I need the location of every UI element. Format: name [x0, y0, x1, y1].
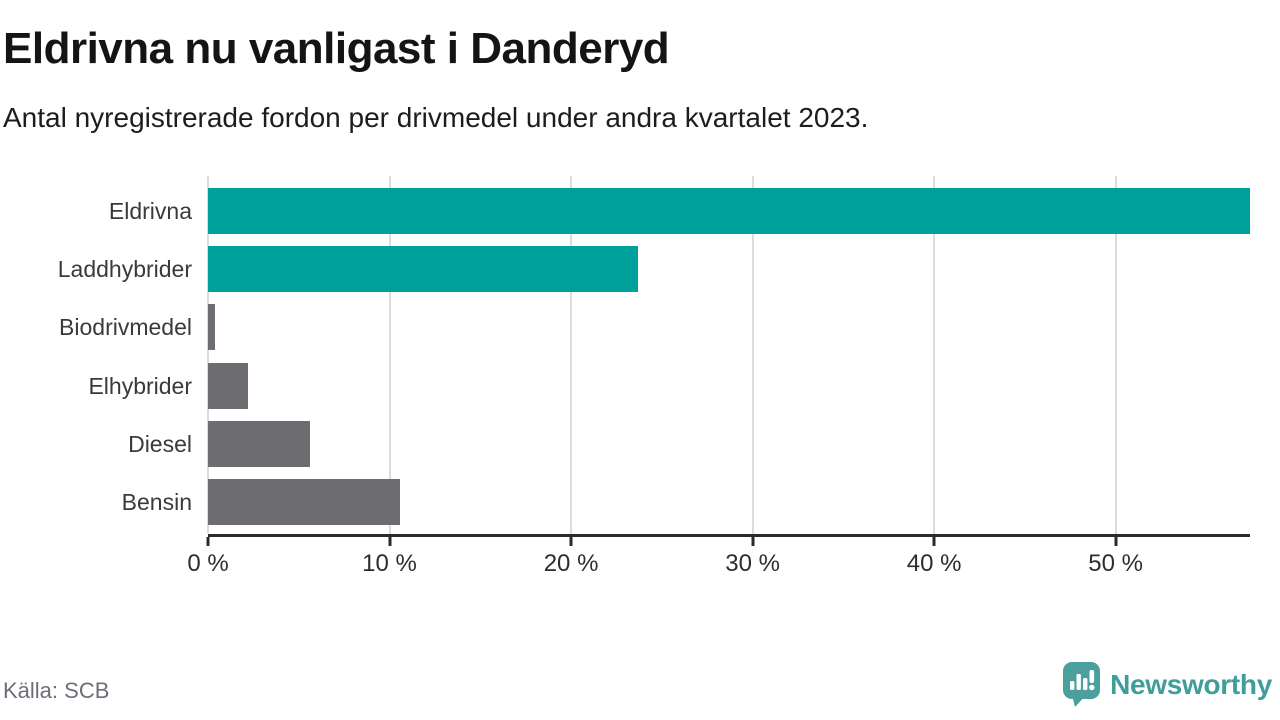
gridline — [207, 176, 209, 534]
x-tick-label: 10 % — [362, 550, 417, 577]
bar-biodrivmedel — [208, 304, 216, 351]
gridline — [751, 176, 754, 534]
source-note: Källa: SCB — [3, 678, 110, 703]
category-label: Elhybrider — [88, 372, 192, 399]
category-label: Diesel — [128, 430, 192, 457]
category-label: Laddhybrider — [57, 256, 192, 283]
category-label: Bensin — [121, 489, 192, 515]
bar-bensin — [208, 479, 401, 525]
x-tick-label: 0 % — [187, 550, 229, 577]
chart-subtitle: Antal nyregistrerade fordon per drivmede… — [3, 102, 869, 133]
newsworthy-bubble-chart-icon — [1063, 662, 1101, 707]
gridline — [388, 176, 391, 534]
chart-title: Eldrivna nu vanligast i Danderyd — [3, 24, 670, 73]
newsworthy-wordmark: Newsworthy — [1110, 668, 1272, 700]
plot-area: 0 % 10 % 20 % 30 % 40 % 50 % — [187, 176, 1250, 577]
x-axis-tick — [751, 537, 755, 546]
gridline — [570, 176, 573, 534]
x-axis-tick — [206, 537, 210, 546]
bar-eldrivna — [208, 188, 1250, 234]
category-label: Biodrivmedel — [59, 314, 192, 341]
x-tick-label: 40 % — [906, 550, 962, 577]
x-axis-tick — [569, 537, 573, 546]
x-tick-label: 50 % — [1088, 550, 1144, 577]
bar-laddhybrider — [208, 246, 639, 293]
category-label: Eldrivna — [108, 198, 192, 224]
gridline — [1114, 176, 1117, 534]
x-axis-tick — [1114, 537, 1118, 546]
category-labels-column: Eldrivna Laddhybrider Biodrivmedel Elhybrid… — [0, 176, 192, 537]
x-tick-label: 30 % — [725, 550, 780, 577]
newsworthy-logo: Newsworthy — [1062, 661, 1272, 708]
bar-diesel — [208, 420, 310, 467]
gridline — [933, 176, 936, 534]
x-axis-tick — [932, 537, 936, 546]
bar-elhybrider — [208, 362, 248, 409]
x-axis-tick — [388, 537, 392, 546]
x-tick-label: 20 % — [543, 550, 599, 577]
